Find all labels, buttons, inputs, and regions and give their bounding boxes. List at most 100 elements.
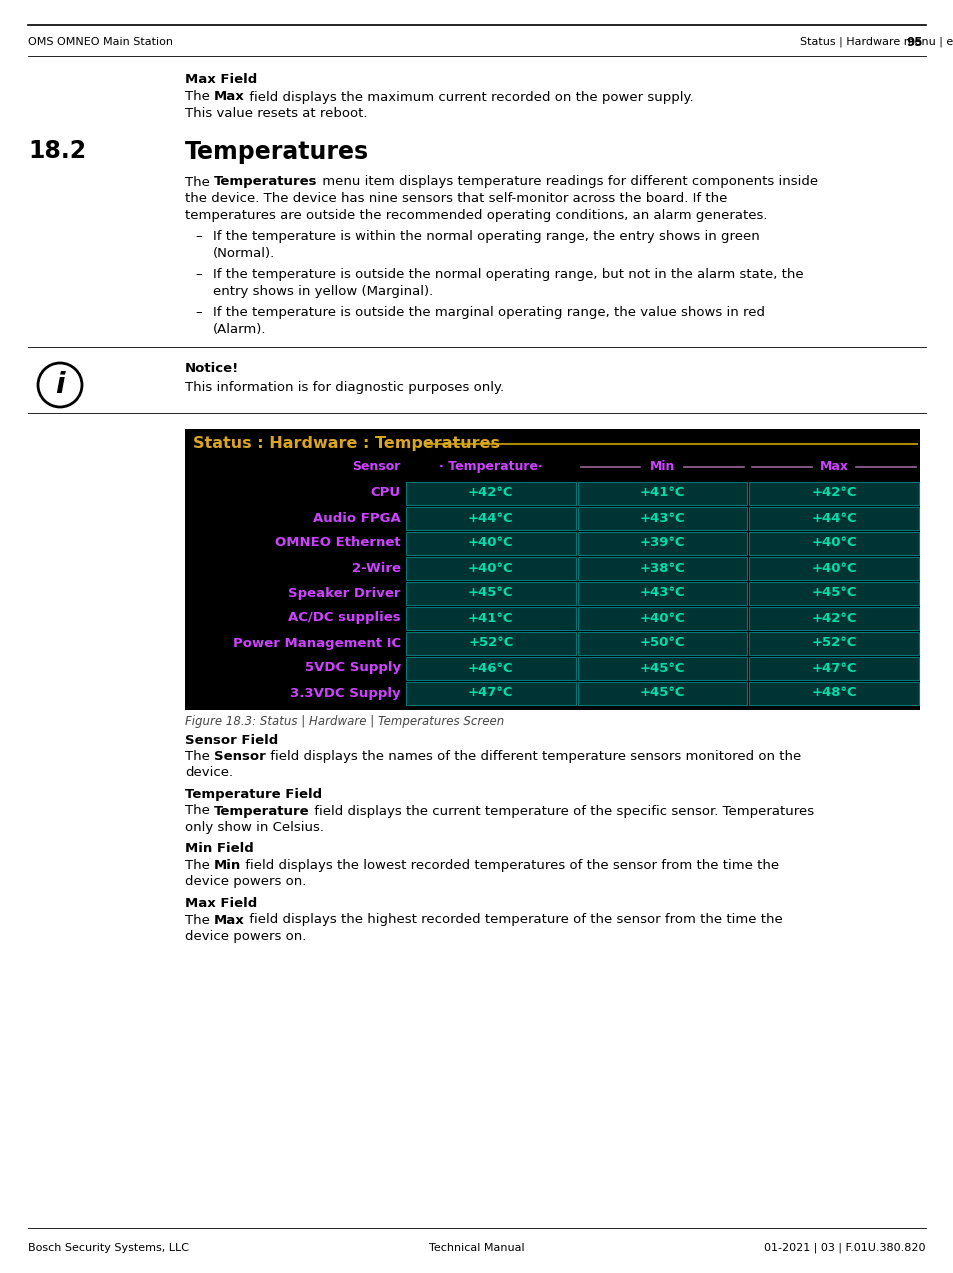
Text: Speaker Driver: Speaker Driver [288, 587, 400, 600]
Text: This information is for diagnostic purposes only.: This information is for diagnostic purpo… [185, 381, 503, 393]
Text: device.: device. [185, 766, 233, 779]
Bar [578, 631, 746, 654]
Text: Sensor: Sensor [213, 750, 266, 763]
Bar [578, 532, 746, 555]
Text: Max: Max [213, 914, 245, 927]
Bar [185, 429, 919, 709]
Text: +43°C: +43°C [639, 587, 684, 600]
Bar [748, 507, 918, 530]
Text: +42°C: +42°C [468, 486, 513, 499]
Bar [406, 631, 575, 654]
Text: 2-Wire: 2-Wire [352, 561, 400, 574]
Bar [748, 657, 918, 680]
Text: +47°C: +47°C [468, 686, 513, 699]
Text: Figure 18.3: Status | Hardware | Temperatures Screen: Figure 18.3: Status | Hardware | Tempera… [185, 715, 504, 728]
Text: temperatures are outside the recommended operating conditions, an alarm generate: temperatures are outside the recommended… [185, 209, 767, 222]
Text: AC/DC supplies: AC/DC supplies [288, 611, 400, 625]
Text: device powers on.: device powers on. [185, 876, 306, 889]
Text: Temperature Field: Temperature Field [185, 788, 322, 801]
Text: +45°C: +45°C [639, 686, 684, 699]
Text: +50°C: +50°C [639, 636, 684, 649]
Text: The: The [185, 805, 213, 817]
Text: If the temperature is within the normal operating range, the entry shows in gree: If the temperature is within the normal … [213, 230, 759, 243]
Text: only show in Celsius.: only show in Celsius. [185, 821, 324, 834]
Text: +52°C: +52°C [811, 636, 856, 649]
Bar [578, 657, 746, 680]
Text: The: The [185, 859, 213, 872]
Text: +41°C: +41°C [468, 611, 513, 625]
Text: OMNEO Ethernet: OMNEO Ethernet [275, 536, 400, 550]
Text: (Alarm).: (Alarm). [213, 322, 266, 336]
Text: OMS OMNEO Main Station: OMS OMNEO Main Station [28, 37, 172, 47]
Text: +40°C: +40°C [468, 536, 513, 550]
Text: +45°C: +45°C [811, 587, 856, 600]
Bar [578, 606, 746, 630]
Bar [406, 606, 575, 630]
Text: The: The [185, 90, 213, 103]
Text: Bosch Security Systems, LLC: Bosch Security Systems, LLC [28, 1242, 189, 1253]
Text: 01-2021 | 03 | F.01U.380.820: 01-2021 | 03 | F.01U.380.820 [763, 1242, 925, 1253]
Bar [406, 657, 575, 680]
Text: +39°C: +39°C [639, 536, 684, 550]
Text: · Temperature·: · Temperature· [438, 460, 542, 474]
Text: +40°C: +40°C [810, 561, 856, 574]
Text: (Normal).: (Normal). [213, 247, 275, 260]
Text: Min: Min [213, 859, 241, 872]
Bar [748, 631, 918, 654]
Text: Audio FPGA: Audio FPGA [313, 512, 400, 524]
Text: Status : Hardware : Temperatures: Status : Hardware : Temperatures [193, 435, 499, 451]
Text: Max: Max [819, 460, 848, 474]
Text: 3.3VDC Supply: 3.3VDC Supply [290, 686, 400, 699]
Bar [406, 507, 575, 530]
Text: The: The [185, 914, 213, 927]
Text: Max: Max [213, 90, 245, 103]
Text: entry shows in yellow (Marginal).: entry shows in yellow (Marginal). [213, 284, 433, 298]
Text: If the temperature is outside the normal operating range, but not in the alarm s: If the temperature is outside the normal… [213, 269, 802, 281]
Text: field displays the maximum current recorded on the power supply.: field displays the maximum current recor… [245, 90, 693, 103]
Text: +52°C: +52°C [468, 636, 513, 649]
Text: Technical Manual: Technical Manual [429, 1242, 524, 1253]
Text: Max Field: Max Field [185, 73, 257, 87]
Text: Sensor: Sensor [353, 460, 400, 474]
Text: Min Field: Min Field [185, 843, 253, 855]
Bar [406, 532, 575, 555]
Text: the device. The device has nine sensors that self-monitor across the board. If t: the device. The device has nine sensors … [185, 192, 726, 205]
Bar [578, 582, 746, 605]
Text: Max Field: Max Field [185, 897, 257, 910]
Text: +44°C: +44°C [810, 512, 856, 524]
Text: –: – [194, 306, 201, 320]
Bar [748, 582, 918, 605]
Text: field displays the names of the different temperature sensors monitored on the: field displays the names of the differen… [266, 750, 801, 763]
Text: The: The [185, 750, 213, 763]
Text: –: – [194, 269, 201, 281]
Bar [748, 532, 918, 555]
Bar [748, 606, 918, 630]
Text: +40°C: +40°C [468, 561, 513, 574]
Text: 95: 95 [905, 36, 923, 48]
Text: The: The [185, 176, 213, 188]
Text: +40°C: +40°C [810, 536, 856, 550]
Text: field displays the highest recorded temperature of the sensor from the time the: field displays the highest recorded temp… [245, 914, 781, 927]
Text: +44°C: +44°C [468, 512, 513, 524]
Text: field displays the current temperature of the specific sensor. Temperatures: field displays the current temperature o… [310, 805, 813, 817]
Text: +46°C: +46°C [468, 662, 513, 675]
Bar [578, 481, 746, 504]
Text: 5VDC Supply: 5VDC Supply [305, 662, 400, 675]
Text: field displays the lowest recorded temperatures of the sensor from the time the: field displays the lowest recorded tempe… [241, 859, 779, 872]
Bar [578, 507, 746, 530]
Bar [578, 556, 746, 579]
Text: +42°C: +42°C [811, 611, 856, 625]
Bar [406, 582, 575, 605]
Text: +38°C: +38°C [639, 561, 684, 574]
Text: If the temperature is outside the marginal operating range, the value shows in r: If the temperature is outside the margin… [213, 306, 764, 320]
Text: +47°C: +47°C [811, 662, 856, 675]
Text: device powers on.: device powers on. [185, 931, 306, 943]
Bar [748, 481, 918, 504]
Text: Sensor Field: Sensor Field [185, 733, 278, 746]
Text: +43°C: +43°C [639, 512, 684, 524]
Text: +40°C: +40°C [639, 611, 684, 625]
Text: +45°C: +45°C [468, 587, 513, 600]
Bar [748, 556, 918, 579]
Text: –: – [194, 230, 201, 243]
Bar [578, 681, 746, 704]
